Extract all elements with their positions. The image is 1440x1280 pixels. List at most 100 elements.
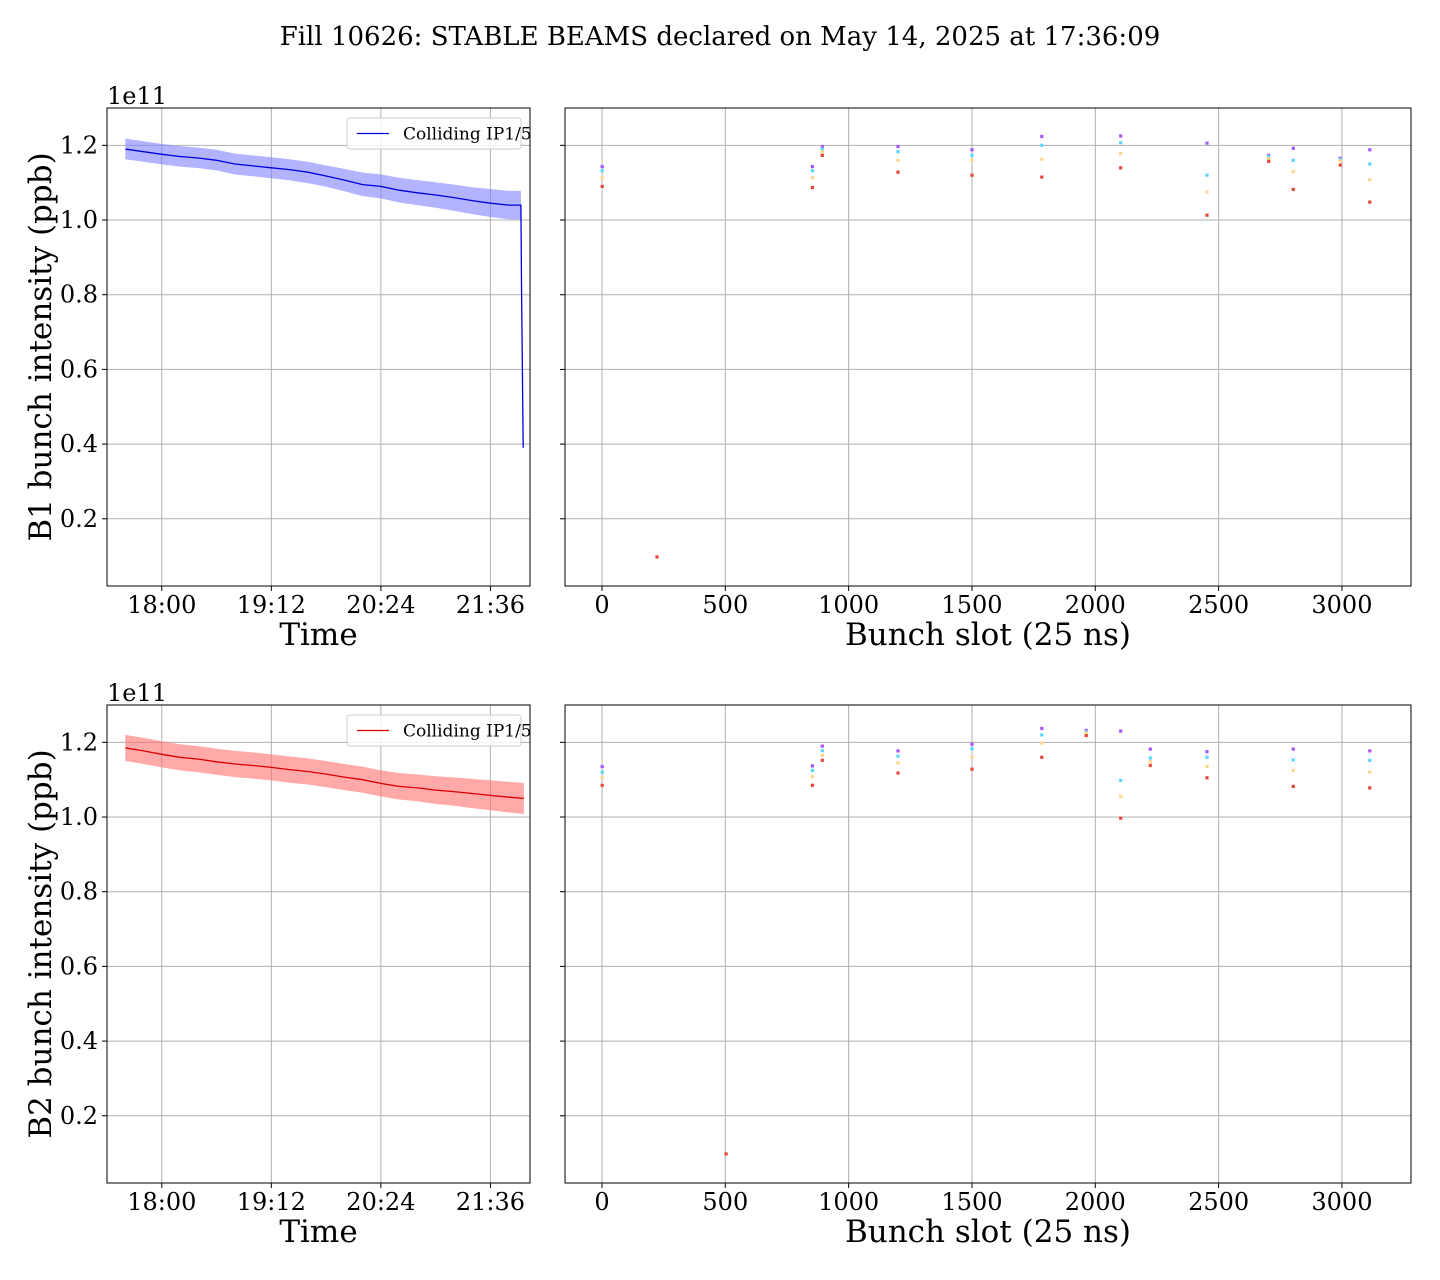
data-point xyxy=(820,744,824,748)
data-point xyxy=(1368,758,1372,762)
y-tick-label: 0.8 xyxy=(60,878,98,906)
x-tick-label: 3000 xyxy=(1311,1188,1372,1216)
data-point xyxy=(1084,731,1088,735)
data-point xyxy=(1119,794,1123,799)
data-point xyxy=(1205,755,1209,759)
data-point xyxy=(970,153,974,157)
x-tick-label: 2000 xyxy=(1065,591,1126,619)
y-tick-label: 1.2 xyxy=(60,728,98,756)
data-point xyxy=(1205,190,1209,194)
data-point xyxy=(1291,768,1295,772)
data-point xyxy=(1040,741,1044,745)
x-tick-label: 19:12 xyxy=(237,1188,306,1216)
y-offset-label: 1e11 xyxy=(107,679,167,707)
data-point xyxy=(1148,756,1152,760)
data-point xyxy=(820,144,824,149)
data-point xyxy=(896,158,900,162)
data-point xyxy=(1338,163,1342,167)
data-point xyxy=(1084,734,1088,738)
x-tick-label: 18:00 xyxy=(127,1188,196,1216)
data-point xyxy=(1205,776,1209,780)
data-point xyxy=(896,749,900,753)
panels: 18:00 19:12 20:24 21:36 0.2 0.4 0.6 0.8 1.0 1.2 Ti… xyxy=(23,82,1412,1250)
data-point xyxy=(810,764,814,768)
y-tick-label: 1.0 xyxy=(60,803,98,831)
data-point xyxy=(600,184,604,188)
data-point xyxy=(810,185,814,190)
data-point xyxy=(600,776,604,780)
y-tick-label: 0.2 xyxy=(60,1102,98,1130)
data-point xyxy=(1040,755,1044,759)
data-point xyxy=(970,742,974,746)
data-point xyxy=(970,755,974,759)
legend: Colliding IP1/5 xyxy=(346,714,532,747)
data-point xyxy=(724,1152,728,1156)
data-point xyxy=(820,758,824,762)
data-point xyxy=(1119,816,1123,820)
data-point xyxy=(810,169,814,173)
data-point xyxy=(820,153,824,157)
data-point xyxy=(600,783,604,787)
data-point xyxy=(1119,166,1123,170)
chart-panel-1: 18:00 19:12 20:24 21:36 0.2 0.4 0.6 0.8 1.0 1.2 Ti… xyxy=(23,82,532,653)
data-point xyxy=(1119,778,1123,782)
chart-panel-4: 0 500 1000 1500 2000 2500 3000 Bunch slot (25 n… xyxy=(560,704,1412,1250)
data-point xyxy=(1148,763,1152,768)
y-tick-label: 0.2 xyxy=(60,505,98,533)
data-point xyxy=(810,165,814,169)
data-point xyxy=(1368,749,1372,753)
x-tick-label: 2500 xyxy=(1188,1188,1249,1216)
data-point xyxy=(820,753,824,757)
x-axis-label: Time xyxy=(279,617,357,653)
data-point xyxy=(1148,747,1152,751)
y-tick-label: 1.0 xyxy=(60,206,98,234)
x-axis-label: Bunch slot (25 ns) xyxy=(845,1214,1131,1250)
data-point xyxy=(810,768,814,772)
data-point xyxy=(1291,758,1295,762)
x-tick-label: 500 xyxy=(702,591,748,619)
data-point xyxy=(655,555,659,559)
data-point xyxy=(1291,784,1295,788)
data-point xyxy=(1291,187,1295,191)
data-point xyxy=(1205,173,1209,177)
x-tick-label: 1000 xyxy=(818,591,879,619)
x-tick-label: 3000 xyxy=(1311,591,1372,619)
data-point xyxy=(970,148,974,152)
data-point xyxy=(1205,750,1209,754)
chart-panel-2: 0 500 1000 1500 2000 2500 3000 Bunch slot (25 n… xyxy=(560,107,1412,653)
x-tick-label: 19:12 xyxy=(237,591,306,619)
data-point xyxy=(1368,770,1372,774)
axes-frame xyxy=(106,107,531,587)
x-tick-label: 20:24 xyxy=(346,591,415,619)
y-tick-label: 0.6 xyxy=(60,952,98,980)
y-tick-label: 0.6 xyxy=(60,355,98,383)
data-point xyxy=(1368,200,1372,204)
data-point xyxy=(1040,143,1044,147)
series-line xyxy=(125,148,524,448)
data-point xyxy=(600,165,604,169)
data-point xyxy=(600,765,604,769)
axes-frame xyxy=(564,704,1412,1184)
x-axis-label: Time xyxy=(279,1214,357,1250)
y-tick-label: 0.8 xyxy=(60,281,98,309)
x-tick-label: 21:36 xyxy=(456,591,525,619)
x-tick-label: 500 xyxy=(702,1188,748,1216)
data-point xyxy=(1291,146,1295,150)
data-point xyxy=(896,170,900,174)
chart-panel-3: 18:00 19:12 20:24 21:36 0.2 0.4 0.6 0.8 1.0 1.2 Ti… xyxy=(23,679,532,1250)
data-point xyxy=(1205,141,1209,145)
data-point xyxy=(896,150,900,154)
y-axis-label: B2 bunch intensity (ppb) xyxy=(23,749,59,1138)
data-point xyxy=(1368,178,1372,182)
data-point xyxy=(970,747,974,751)
legend-box xyxy=(346,117,522,150)
axes-frame xyxy=(564,107,1412,587)
y-tick-label: 0.4 xyxy=(60,1027,98,1055)
data-point xyxy=(896,771,900,775)
data-point xyxy=(820,150,824,154)
data-point xyxy=(896,144,900,149)
data-point xyxy=(600,176,604,180)
x-tick-label: 1500 xyxy=(941,591,1002,619)
y-axis-label: B1 bunch intensity (ppb) xyxy=(23,152,59,541)
